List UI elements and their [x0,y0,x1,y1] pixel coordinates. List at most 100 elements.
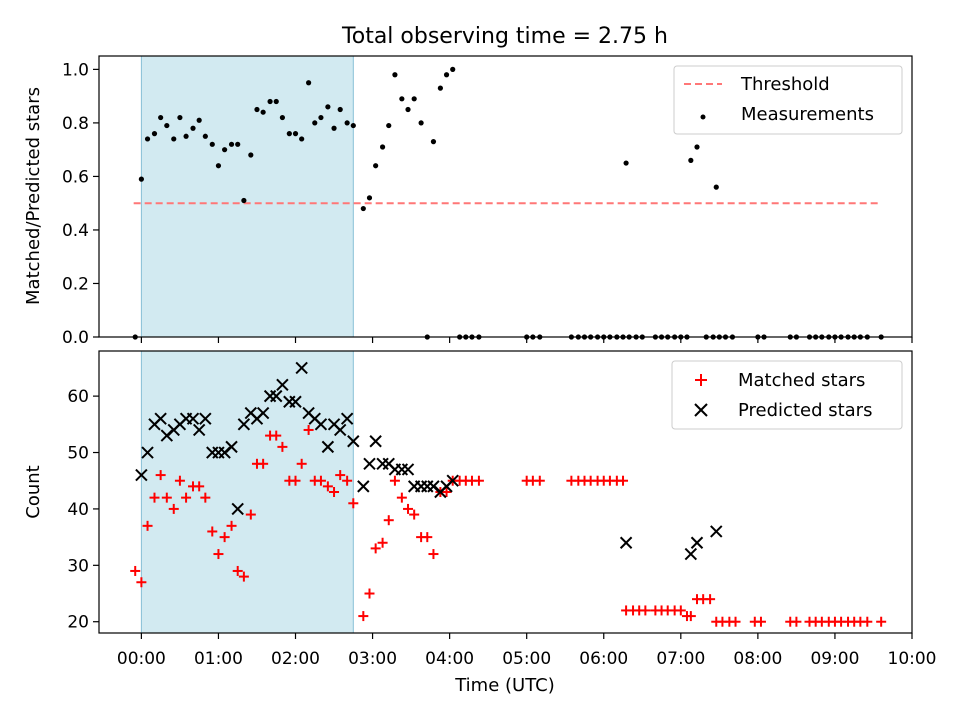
x-tick-label: 03:00 [348,649,397,669]
predicted-star-point [340,412,354,425]
measurement-point [202,133,208,139]
measurement-point [360,205,366,212]
measurement-point [260,109,266,115]
measurement-point [222,147,228,153]
measurement-point [331,125,337,131]
predicted-star-point [395,463,409,476]
count-y-tick-label: 50 [67,444,89,464]
predicted-star-point [690,536,704,549]
measurement-point [267,98,273,105]
legend-measurements-swatch [700,114,706,120]
x-axis-label: Time (UTC) [454,675,555,696]
measurement-point [144,136,151,142]
predicted-star-point [141,446,154,459]
measurement-point [215,163,222,169]
matched-star-point [396,492,407,503]
matched-star-point [370,543,381,554]
count-panel-frame [98,350,913,634]
x-tick-label: 08:00 [733,649,782,669]
predicted-star-point [154,412,167,425]
legend-threshold-label: Threshold [740,74,830,95]
matched-star-point [473,475,484,486]
predicted-star-point [321,440,335,454]
x-tick-label: 06:00 [579,649,628,669]
x-tick-label: 04:00 [425,649,474,669]
predicted-star-point [347,435,360,448]
measurement-point [183,133,189,139]
matched-star-point [142,520,153,531]
matched-star-point [705,594,716,605]
matched-star-point [383,515,394,526]
matched-star-point [329,487,340,497]
legend-matched-label: Matched stars [738,370,865,391]
measurement-point [292,131,299,137]
matched-star-point [876,616,887,627]
matched-star-point [534,475,545,486]
matched-star-point [618,475,629,486]
measurement-point [279,114,286,121]
legend-predicted-swatch [694,403,708,417]
ratio-observing-window [140,55,354,338]
x-tick-label: 09:00 [810,649,859,669]
predicted-star-point [357,480,370,493]
predicted-star-point [421,480,434,493]
count-y-tick-label: 40 [67,500,89,520]
measurement-point [713,184,719,190]
measurement-point [386,122,392,129]
count-legend: Matched stars Predicted stars [671,360,903,430]
matched-star-point [296,458,307,469]
legend-measurements-label: Measurements [741,104,874,125]
matched-star-point [130,565,141,576]
ratio-y-tick-label: 0.4 [62,221,89,241]
matched-star-point [640,605,651,616]
legend-matched-swatch [695,374,707,386]
matched-star-point [755,616,766,627]
matched-star-point [791,616,802,627]
measurement-point [623,160,629,166]
matched-star-point [271,430,282,441]
matched-star-point [422,532,433,543]
x-tick-label: 02:00 [271,649,320,669]
predicted-star-point [225,440,238,454]
matched-star-point [149,492,160,503]
measurement-point [299,136,305,142]
measurement-point [344,120,350,126]
measurement-point [411,96,417,102]
measurement-point [694,144,700,150]
measurement-point [350,122,356,129]
matched-star-point [322,481,333,492]
matched-star-point [441,487,452,497]
matched-star-point [194,481,205,492]
measurement-point [228,141,235,147]
matched-star-point [335,470,346,481]
predicted-star-point [710,525,723,538]
matched-star-point [358,611,369,622]
predicted-star-point [376,457,389,471]
matched-star-point [219,532,230,543]
matched-star-point [136,577,147,588]
count-y-tick-label: 20 [67,613,89,633]
measurement-point [151,131,158,137]
measurement-point [418,120,424,126]
matched-star-point [161,492,172,503]
predicted-star-point [289,395,302,408]
ratio-y-tick-label: 0.0 [62,328,89,348]
x-tick-label: 00:00 [117,649,166,669]
matched-star-point [200,492,211,503]
matched-star-point [315,475,326,486]
matched-star-point [364,588,375,599]
measurement-point [196,117,202,123]
measurement-point [235,141,241,147]
matched-star-point [168,503,179,514]
measurement-point [325,104,331,110]
ratio-panel: 0.0 0.2 0.4 0.6 0.8 1.0 Matched/Predicted sta… [23,55,913,348]
measurement-point [209,141,215,147]
predicted-star-point [414,480,428,493]
count-y-axis-label: Count [23,465,44,518]
predicted-star-point [363,457,376,471]
matched-star-point [181,492,192,503]
ratio-y-tick-label: 0.6 [62,167,89,187]
matched-star-point [303,424,314,435]
measurement-point [158,114,164,121]
measurement-point [443,72,450,78]
